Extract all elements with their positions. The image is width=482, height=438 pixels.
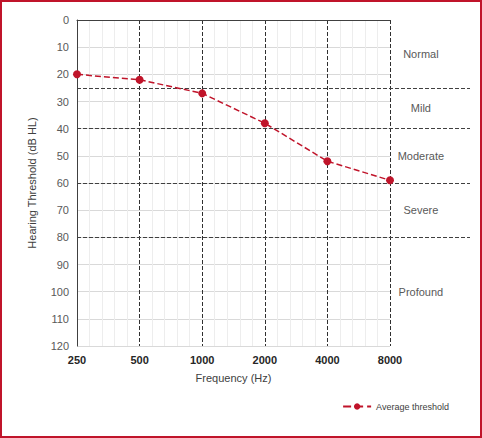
- svg-text:80: 80: [57, 231, 69, 243]
- svg-text:2000: 2000: [253, 354, 277, 366]
- svg-text:Hearing Threshold (dB HL): Hearing Threshold (dB HL): [26, 117, 38, 248]
- svg-text:50: 50: [57, 150, 69, 162]
- svg-text:Moderate: Moderate: [398, 150, 444, 162]
- svg-text:90: 90: [57, 259, 69, 271]
- svg-text:10: 10: [57, 41, 69, 53]
- svg-text:8000: 8000: [378, 354, 402, 366]
- svg-text:120: 120: [51, 340, 69, 352]
- svg-text:0: 0: [63, 14, 69, 26]
- svg-text:70: 70: [57, 204, 69, 216]
- svg-text:1000: 1000: [190, 354, 214, 366]
- svg-text:4000: 4000: [315, 354, 339, 366]
- svg-text:30: 30: [57, 96, 69, 108]
- svg-text:Severe: Severe: [403, 204, 438, 216]
- svg-text:100: 100: [51, 286, 69, 298]
- svg-text:20: 20: [57, 68, 69, 80]
- svg-text:60: 60: [57, 177, 69, 189]
- svg-text:Frequency (Hz): Frequency (Hz): [196, 372, 272, 384]
- svg-text:110: 110: [51, 313, 69, 325]
- svg-text:Mild: Mild: [411, 102, 431, 114]
- svg-text:Normal: Normal: [403, 48, 438, 60]
- svg-text:250: 250: [68, 354, 86, 366]
- svg-text:Average threshold: Average threshold: [376, 402, 449, 412]
- svg-text:Profound: Profound: [399, 286, 444, 298]
- svg-text:500: 500: [130, 354, 148, 366]
- svg-text:40: 40: [57, 123, 69, 135]
